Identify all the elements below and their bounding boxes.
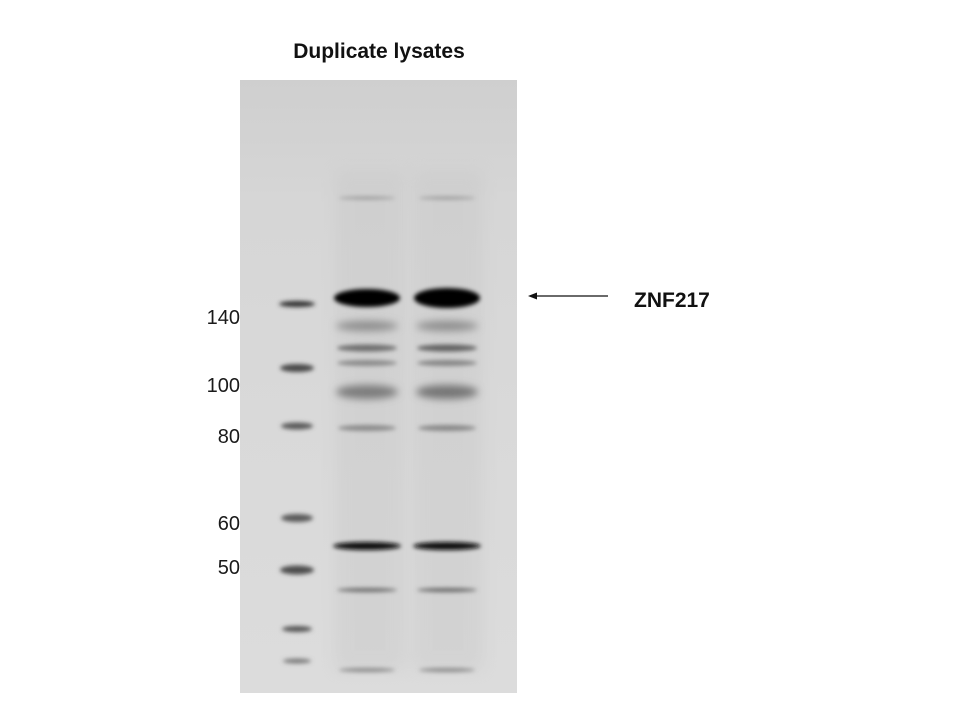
sample-lane-1: [333, 196, 401, 672]
ladder-band-60: [281, 514, 313, 522]
ladder-band-top: [279, 301, 315, 307]
mw-marker-80: 80: [217, 426, 240, 448]
ladder-lane: [279, 301, 315, 664]
mw-marker-140: 140: [206, 307, 240, 329]
mw-marker-60: 60: [217, 513, 240, 535]
ladder-band-low: [282, 626, 312, 632]
band-55kda-lane-2: [413, 542, 481, 550]
sample-lane-1-haze: [335, 170, 405, 670]
ladder-band-140: [280, 364, 314, 372]
mw-marker-50: 50: [217, 557, 240, 579]
left-arrow-icon: [528, 292, 608, 300]
sample-lane-2: [413, 196, 481, 672]
target-protein-label: ZNF217: [634, 289, 710, 312]
sample-lane-2-haze: [413, 170, 483, 670]
znf217-band-2: [414, 288, 480, 308]
western-blot-image: [240, 80, 517, 693]
figure-title: Duplicate lysates: [293, 40, 465, 63]
znf217-band-1: [334, 289, 400, 307]
ladder-band-100: [281, 422, 313, 430]
ladder-band-bottom: [283, 658, 311, 664]
band-55kda-lane-1: [333, 542, 401, 550]
mw-marker-100: 100: [206, 375, 240, 397]
ladder-band-50: [280, 565, 314, 575]
